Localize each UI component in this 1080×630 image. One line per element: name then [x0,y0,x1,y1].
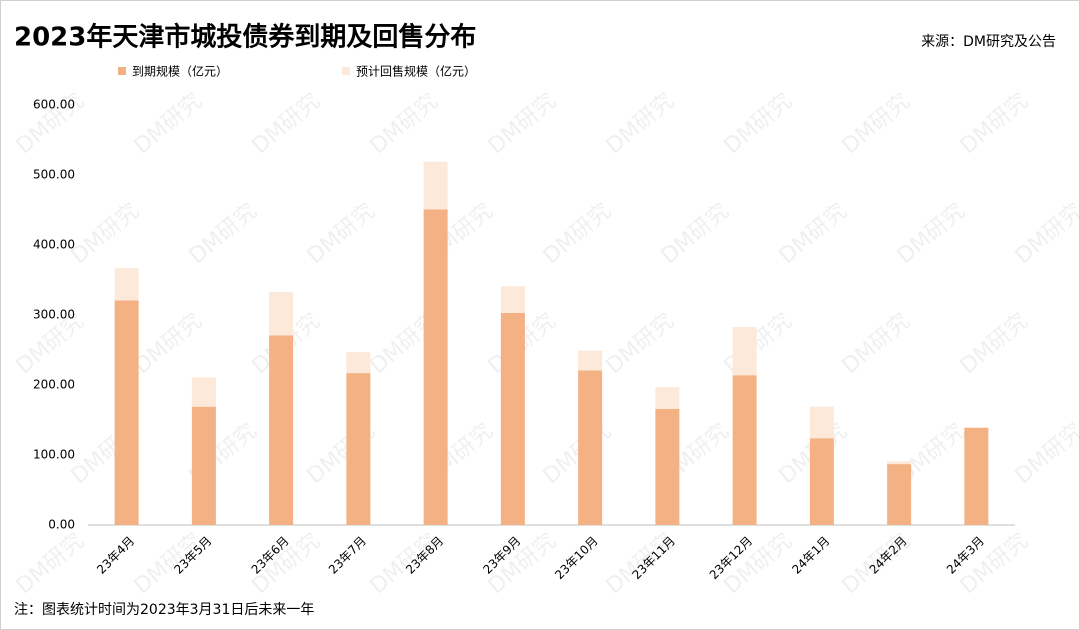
bar-segment [809,438,834,525]
chart-title: 2023年天津市城投债券到期及回售分布 [14,22,476,53]
bar-segment [346,352,371,374]
y-tick-label: 100.00 [33,448,75,462]
y-tick-label: 500.00 [33,168,75,182]
legend-swatch [118,67,126,75]
bar-segment [423,161,448,210]
bar-segment [887,464,912,525]
y-tick-label: 0.00 [48,518,75,532]
source: 来源：DM研究及公告 [921,34,1056,50]
bar-segment [809,406,834,439]
bar-segment [964,427,989,525]
legend-swatch [342,67,350,75]
bar-segment [655,387,680,409]
y-tick-label: 400.00 [33,238,75,252]
legend-label: 预计回售规模（亿元） [356,64,476,79]
bar-segment [732,326,757,376]
bar-segment [191,406,216,525]
bar-segment [346,373,371,525]
legend-label: 到期规模（亿元） [132,64,228,79]
bar-segment [500,312,525,525]
bar-segment [578,370,603,525]
bar-segment [578,350,603,371]
bar-segment [732,375,757,525]
bar-segment [269,291,294,336]
note: 注：图表统计时间为2023年3月31日后未来一年 [14,602,314,618]
bar-segment [269,335,294,525]
y-tick-label: 600.00 [33,98,75,112]
bar-segment [114,300,139,525]
bar-segment [500,286,525,313]
bar-segment [191,377,216,407]
bar-segment [887,461,912,465]
bar-segment [655,408,680,525]
bar-segment [114,268,139,301]
bar-segment [423,209,448,526]
y-tick-label: 200.00 [33,378,75,392]
y-tick-label: 300.00 [33,308,75,322]
